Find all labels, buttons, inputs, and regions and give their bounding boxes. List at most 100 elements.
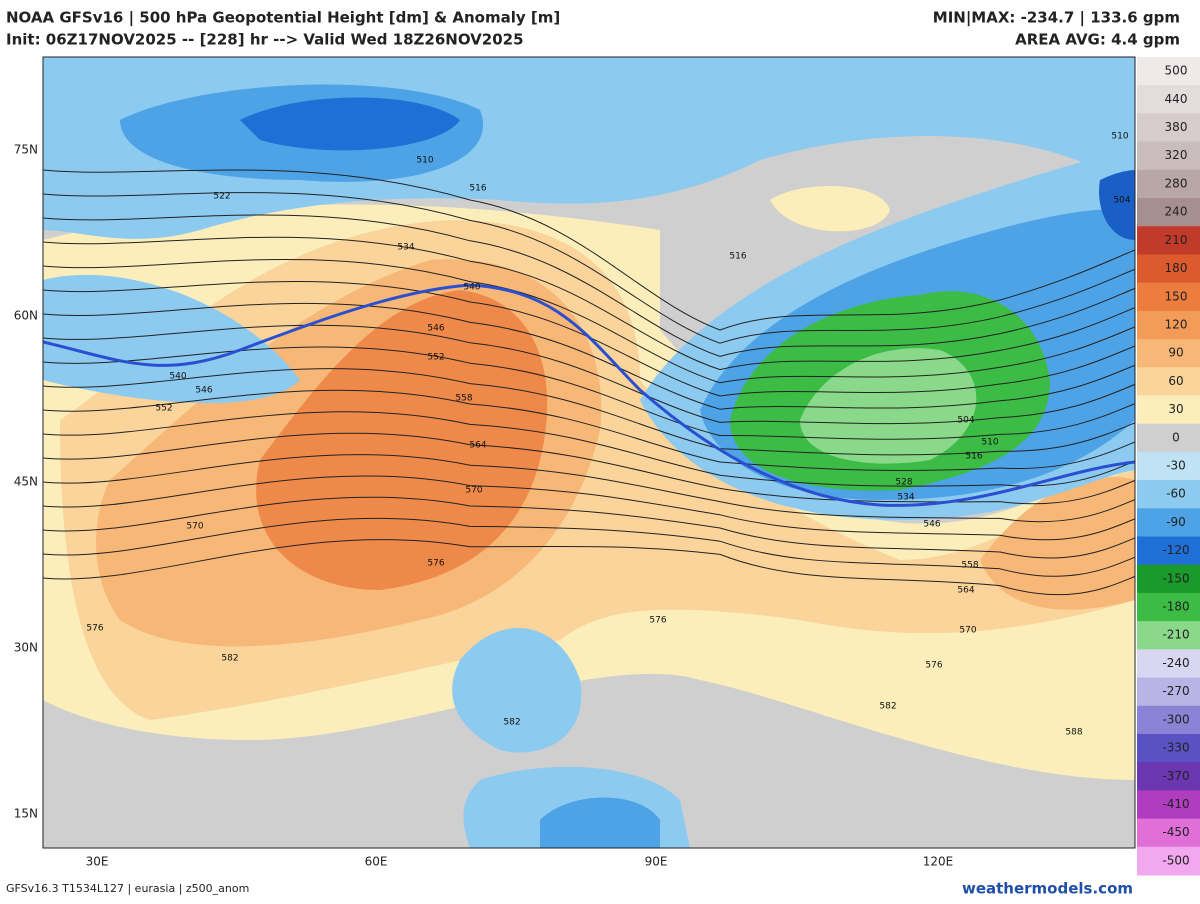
anomaly-positive [980,476,1135,610]
contour-label: 576 [86,624,103,634]
colorbar-swatch [1137,649,1200,679]
min-max: MIN|MAX: -234.7 | 133.6 gpm [933,9,1180,28]
contour-line [43,258,1135,384]
contour-line [43,346,1135,440]
contour-line [43,169,1135,331]
contour-label: 516 [469,184,486,194]
colorbar-swatch [1137,310,1200,340]
colorbar-label: -150 [1162,571,1189,585]
colorbar-label: -410 [1162,797,1189,811]
contour-label: 546 [195,386,212,396]
colorbar-swatch [1137,677,1200,707]
colorbar-swatch [1137,198,1200,227]
contour-label: 588 [1065,728,1082,738]
colorbar-swatch [1137,592,1200,622]
contour-line [43,454,1135,523]
contour-label: 576 [427,559,444,569]
contour-line [43,496,1135,559]
colorbar-swatch [1137,169,1200,199]
colorbar-label: -210 [1162,628,1189,642]
colorbar-swatch [1137,451,1200,481]
contour-line [43,411,1135,487]
colorbar-label: -300 [1162,712,1189,726]
contour-label: 528 [895,478,912,488]
contour-line [43,302,1135,410]
anomaly-negative [452,627,690,848]
lon-label: 30E [86,855,109,869]
header-subtitle: Init: 06Z17NOV2025 -- [228] hr --> Valid… [6,31,524,49]
lat-label: 60N [14,309,38,323]
colorbar-swatch [1137,226,1200,255]
contour-label: 552 [155,404,172,414]
colorbar-label: 90 [1168,346,1183,360]
contour-line [43,475,1135,541]
colorbar-swatch [1137,705,1200,735]
colorbar-label: -60 [1166,487,1186,501]
colorbar-swatch [1137,564,1200,594]
anomaly-positive [256,290,548,590]
contour-label: 504 [1113,196,1130,206]
anomaly-negative [540,797,660,848]
contour-label: 540 [169,372,186,382]
contour-label: 546 [427,324,444,334]
footer-info: GFSv16.3 T1534L127 | eurasia | z500_anom [6,882,249,895]
lat-label: 15N [14,807,38,821]
contour-line [43,368,1135,456]
contour-label: 510 [1111,132,1128,142]
contour-label: 534 [397,243,414,253]
colorbar-label: 280 [1165,176,1188,190]
contour-label: 570 [959,626,976,636]
colorbar-swatch [1137,254,1200,284]
contour-line [43,432,1135,505]
anomaly-negative [43,274,300,404]
contour-label: 522 [213,192,230,202]
contour-label: 552 [427,353,444,363]
contour-label: 546 [923,520,940,530]
colorbar-swatch [1137,790,1200,820]
colorbar-label: 60 [1168,374,1183,388]
contour-label: 510 [416,156,433,166]
lon-label: 120E [923,855,954,869]
colorbar-label: 240 [1165,205,1188,219]
colorbar-label: -370 [1162,769,1189,783]
colorbar-label: 150 [1165,289,1188,303]
colorbar-label: -90 [1166,515,1186,529]
lat-label: 30N [14,641,38,655]
colorbar-swatch [1137,282,1200,312]
colorbar-swatch [1137,480,1200,509]
contour-label: 534 [897,493,914,503]
map: 510 516 522 534 540 546 552 558 564 570 576 582 576 5… [43,57,1135,848]
anomaly-negative [240,97,460,151]
colorbar-swatch [1137,818,1200,848]
contour-540 [43,283,1135,507]
colorbar-label: 440 [1165,92,1188,106]
contour-label: 576 [925,661,942,671]
contour-line [43,324,1135,425]
colorbar-label: -30 [1166,459,1186,473]
lon-label: 90E [645,855,668,869]
colorbar-swatch [1137,141,1200,171]
contour-line [43,236,1135,371]
contour-label: 582 [221,654,238,664]
colorbar-swatch [1137,423,1200,453]
colorbar-swatch [1137,846,1200,876]
colorbar-swatch [1137,621,1200,650]
footer-brand: weathermodels.com [962,880,1133,898]
colorbar-swatch [1137,367,1200,396]
colorbar: 500 440 380 320 280 240 210 180 150 120 90 60 30 0 -30… [1137,57,1200,876]
anomaly-negative [1099,170,1135,240]
contour-line [43,281,1135,397]
contour-label: 558 [455,394,472,404]
colorbar-label: 210 [1165,233,1188,247]
contour-label: 564 [469,441,486,451]
contour-label: 558 [961,561,978,571]
contour-line [43,389,1135,471]
colorbar-swatch [1137,536,1200,566]
colorbar-label: 30 [1168,402,1183,416]
contour-label: 510 [981,438,998,448]
contour-label: 570 [186,522,203,532]
header-title: NOAA GFSv16 | 500 hPa Geopotential Heigh… [6,9,560,28]
colorbar-swatch [1137,762,1200,791]
colorbar-label: -120 [1162,543,1189,557]
